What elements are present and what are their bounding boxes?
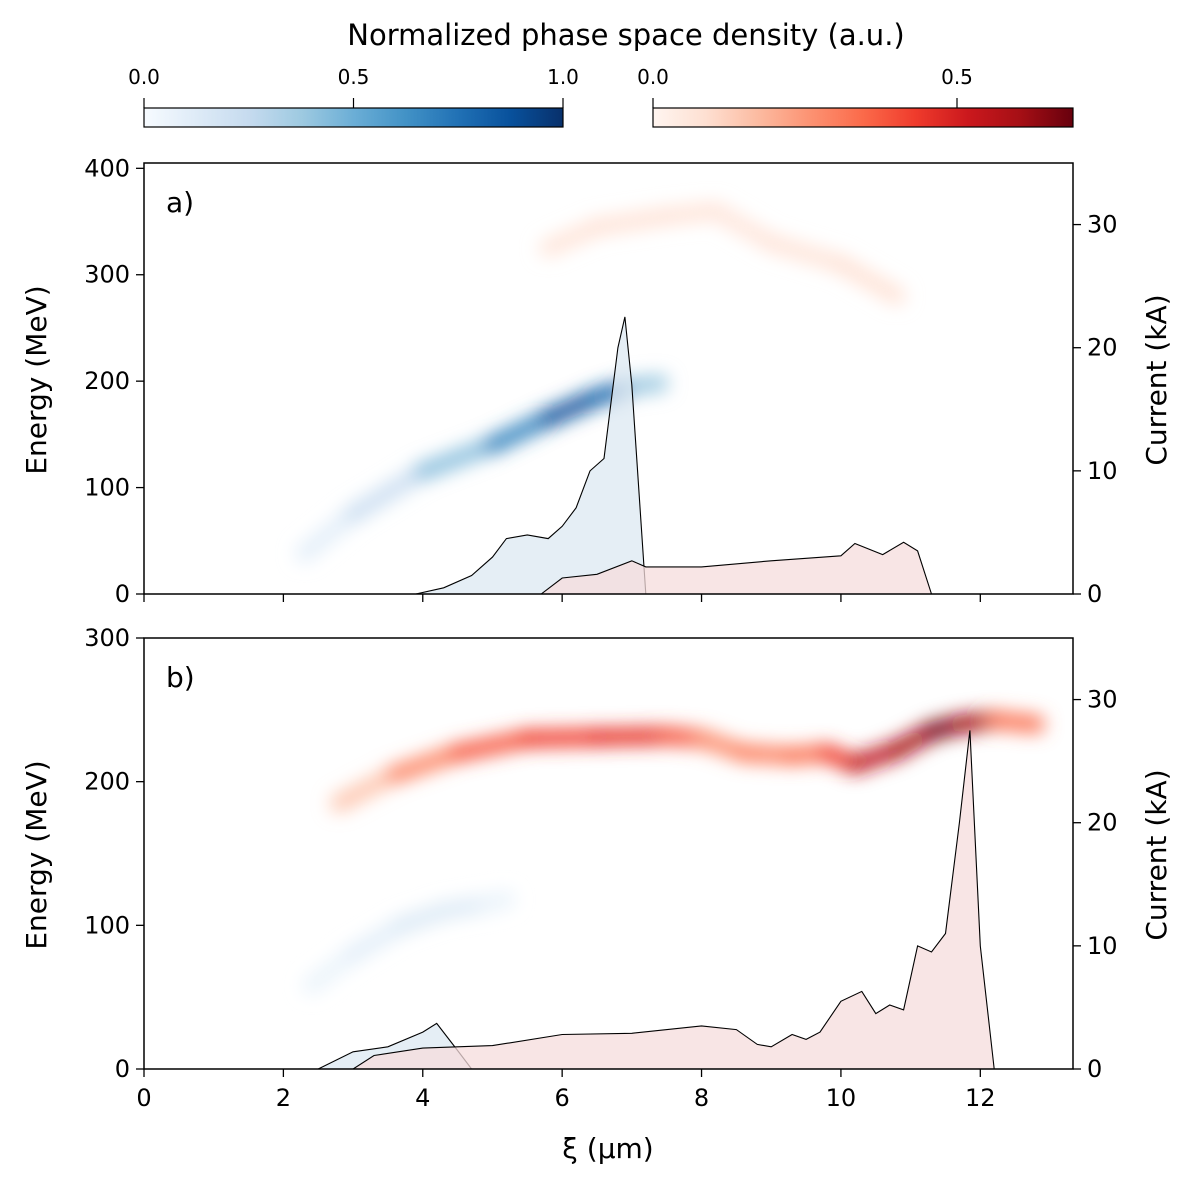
x-axis-title: ξ (μm) [562,1132,653,1165]
blue-bunch-density-segment [413,436,502,481]
red-bunch-density-segment [330,765,404,813]
x-tick-label: 6 [555,1084,570,1112]
colorbar-red-tick-label: 0.0 [637,65,669,89]
panel-label-a: a) [166,186,194,219]
y-tick-label-left: 100 [84,474,130,502]
y-tick-label-left: 0 [115,1055,130,1083]
colorbar-red-tick-label: 0.5 [941,65,973,89]
colorbar-blue-gradient [143,107,564,128]
current-profile-red-fill [541,542,932,594]
y-axis-title-left-a: Energy (MeV) [20,285,53,474]
blue-bunch-density-segment [483,409,558,454]
red-bunch-density-segment [385,743,467,784]
red-bunch-density [539,201,906,305]
y-tick-label-right: 20 [1087,809,1118,837]
blue-bunch-density-segment [344,916,411,964]
colorbar-blue-tick-label: 0.0 [128,65,160,89]
y-tick-label-left: 100 [84,911,130,939]
y-tick-label-right: 0 [1087,1055,1102,1083]
blue-bunch-density-segment [622,374,669,396]
y-tick-label-left: 300 [84,261,130,289]
red-bunch-density-segment [762,233,850,274]
y-tick-label-right: 20 [1087,334,1118,362]
current-profile-red-line [540,541,933,594]
y-tick-label-right: 30 [1087,686,1118,714]
red-bunch-density-segment [588,207,676,236]
red-bunch-density-segment [831,255,906,305]
colorbar-red: 0.0 0.5 [637,65,1074,128]
current-profile-blue-fill [415,316,646,594]
blue-bunch-density-segment [344,462,432,524]
y-tick-label-left: 400 [84,154,130,182]
red-bunch-density-segment [706,201,781,252]
y-tick-label-left: 200 [84,768,130,796]
blue-bunch-density-segment [476,890,516,913]
x-tick-label: 4 [415,1084,430,1112]
plot-area [302,710,1046,1069]
plot-frame [143,637,1074,1070]
y-tick-label-left: 0 [115,580,130,608]
red-bunch-density-segment [985,710,1046,734]
colorbar-blue: 0.0 0.5 1.0 [128,65,579,128]
colorbar-title: Normalized phase space density (a.u.) [347,18,904,52]
y-tick-label-right: 10 [1087,932,1118,960]
blue-bunch-density-segment [295,505,363,563]
y-tick-label-right: 30 [1087,211,1118,239]
panel-label-b: b) [166,661,195,694]
y-tick-label-right: 10 [1087,457,1118,485]
current-profile-blue-line [415,316,647,594]
x-tick-label: 10 [826,1084,857,1112]
colorbar-blue-tick-label: 1.0 [547,65,579,89]
x-tick-label: 0 [136,1084,151,1112]
y-tick-label-right: 0 [1087,580,1102,608]
red-bunch-density-segment [588,726,676,747]
panel-a: 0 100 200 300 400 0 10 20 30 [84,154,1117,608]
y-tick-label-left: 200 [84,367,130,395]
plot-frame [143,162,1074,595]
colorbar-red-gradient [652,107,1074,128]
plot-area [295,201,933,594]
x-tick-label: 12 [965,1084,996,1112]
red-bunch-density [330,710,1046,813]
y-tick-label-left: 300 [84,624,130,652]
red-bunch-density-segment [518,728,606,748]
y-axis-title-left-b: Energy (MeV) [20,760,53,949]
y-axis-title-right-a: Current (kA) [1140,294,1173,465]
colorbar-blue-tick-label: 0.5 [338,65,370,89]
current-profile-red-line [352,730,995,1069]
x-tick-label: 2 [276,1084,291,1112]
red-bunch-density-segment [448,729,537,762]
y-axis-title-right-b: Current (kA) [1140,769,1173,940]
blue-bunch-density [302,890,516,995]
x-tick-label: 8 [694,1084,709,1112]
current-profile-red-fill [353,730,995,1069]
